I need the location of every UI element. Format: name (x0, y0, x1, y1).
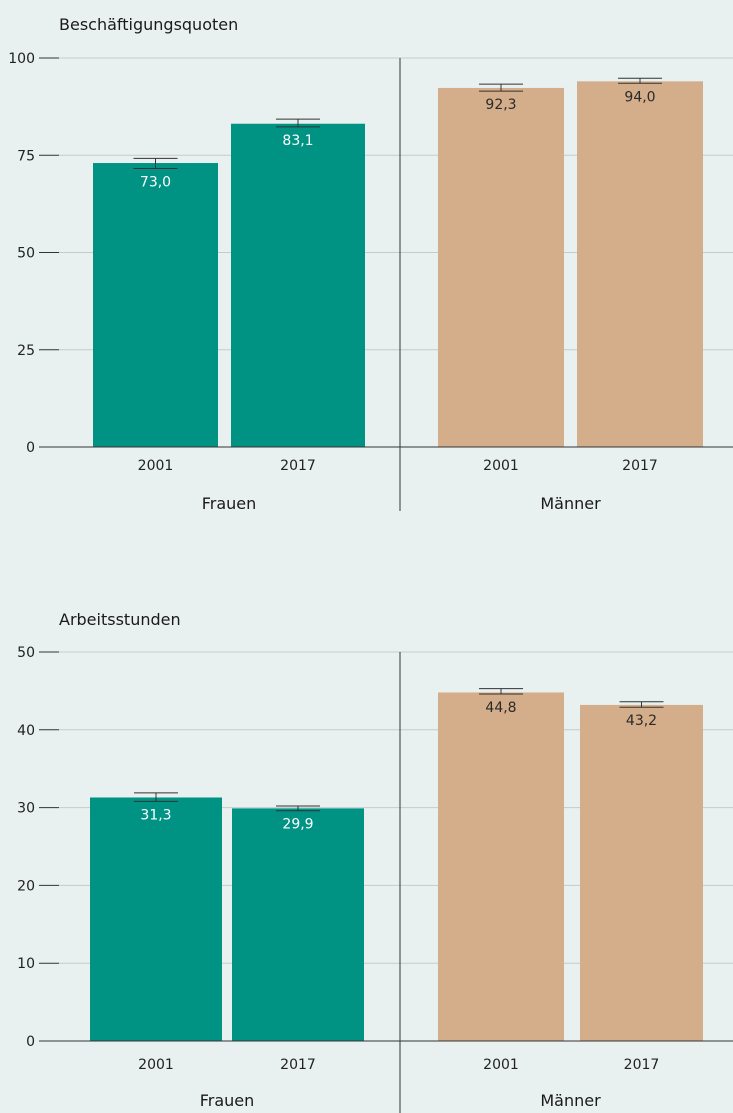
chart-title: Arbeitsstunden (59, 610, 181, 629)
working-hours-chart: Arbeitsstunden 0 10 20 30 40 50 31,3 2001 29,9 20… (17, 610, 733, 1113)
y-tick-label: 30 (17, 801, 35, 817)
y-tick-label: 75 (17, 148, 35, 164)
bar (231, 123, 365, 447)
data-label: 44,8 (485, 700, 516, 716)
bar (232, 808, 364, 1041)
y-tick-label: 0 (26, 1034, 35, 1050)
y-tick-label: 50 (17, 645, 35, 661)
x-tick-label: 2001 (138, 458, 174, 474)
x-tick-label: 2001 (483, 458, 519, 474)
group-label: Frauen (200, 1091, 255, 1110)
y-tick-label: 10 (17, 956, 35, 972)
x-tick-label: 2017 (624, 1057, 660, 1073)
y-tick-label: 0 (26, 440, 35, 456)
y-tick-label: 40 (17, 723, 35, 739)
group-label: Männer (540, 1091, 601, 1110)
x-tick-label: 2001 (138, 1057, 174, 1073)
chart-title: Beschäftigungsquoten (59, 15, 238, 34)
group-label: Männer (540, 494, 601, 513)
bar (577, 81, 703, 447)
x-tick-label: 2017 (280, 458, 316, 474)
bar (438, 692, 564, 1041)
x-tick-label: 2017 (280, 1057, 316, 1073)
data-label: 29,9 (282, 817, 313, 833)
y-tick-label: 50 (17, 246, 35, 262)
data-label: 94,0 (624, 89, 655, 105)
data-label: 83,1 (282, 133, 313, 149)
data-label: 43,2 (626, 713, 657, 729)
group-label: Frauen (202, 494, 257, 513)
y-tick-label: 100 (8, 51, 35, 67)
bar (90, 797, 222, 1041)
y-tick-label: 25 (17, 343, 35, 359)
employment-rate-chart: Beschäftigungsquoten 0 25 50 75 100 73,0 2001 8… (8, 15, 733, 513)
data-label: 92,3 (485, 97, 516, 113)
x-tick-label: 2001 (483, 1057, 519, 1073)
bar (438, 87, 564, 447)
data-label: 31,3 (140, 807, 171, 823)
bar (580, 704, 703, 1041)
data-label: 73,0 (140, 174, 171, 190)
bar (93, 163, 218, 447)
x-tick-label: 2017 (622, 458, 658, 474)
y-tick-label: 20 (17, 878, 35, 894)
